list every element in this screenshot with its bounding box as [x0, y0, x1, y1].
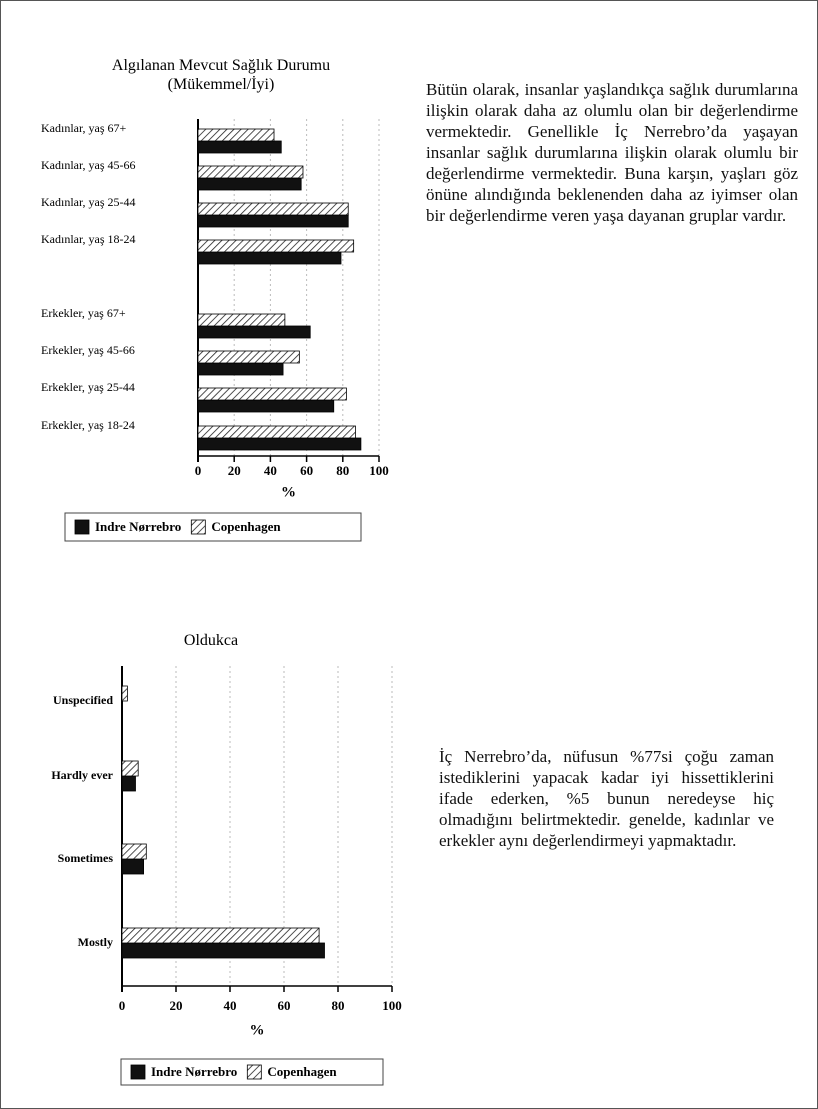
- bar: [197, 425, 356, 439]
- x-tick-label: 20: [228, 463, 241, 478]
- bar: [197, 362, 284, 376]
- bar: [197, 140, 282, 154]
- x-tick-label: 40: [264, 463, 277, 478]
- bar: [121, 775, 136, 792]
- bar: [197, 387, 347, 401]
- bar: [197, 350, 300, 364]
- legend-label: Indre Nørrebro: [151, 1064, 237, 1079]
- chart-title: Algılanan Mevcut Sağlık Durumu (Mükemmel…: [111, 57, 331, 93]
- bar: [197, 437, 362, 451]
- legend-swatch: [74, 519, 90, 535]
- legend-swatch: [190, 519, 206, 535]
- bar: [197, 165, 304, 179]
- bar: [197, 177, 302, 191]
- category-label: Mostly: [78, 935, 113, 949]
- bar: [197, 239, 355, 253]
- x-tick-label: 80: [336, 463, 349, 478]
- category-label: Erkekler, yaş 18-24: [41, 418, 135, 432]
- legend-label: Indre Nørrebro: [95, 519, 181, 534]
- category-label: Erkekler, yaş 67+: [41, 306, 126, 320]
- legend-swatch: [130, 1064, 146, 1080]
- legend-box: [64, 512, 362, 542]
- x-tick-label: 80: [332, 998, 345, 1013]
- legend-label: Copenhagen: [267, 1064, 337, 1079]
- bar: [121, 843, 147, 860]
- x-tick-label: 40: [224, 998, 237, 1013]
- x-tick-label: 20: [170, 998, 183, 1013]
- bar: [121, 760, 139, 777]
- x-tick-label: 60: [300, 463, 313, 478]
- category-label: Sometimes: [58, 851, 114, 865]
- bar: [121, 942, 325, 959]
- category-label: Kadınlar, yaş 45-66: [41, 158, 136, 172]
- category-label: Kadınlar, yaş 25-44: [41, 195, 136, 209]
- category-label: Erkekler, yaş 45-66: [41, 343, 135, 357]
- bar: [121, 858, 145, 875]
- paragraph: Bütün olarak, insanlar yaşlandıkça sağlı…: [426, 80, 798, 225]
- bar: [197, 399, 335, 413]
- bar: [121, 685, 128, 702]
- x-axis-label: %: [250, 1022, 265, 1038]
- x-tick-label: 0: [195, 463, 202, 478]
- bar: [197, 202, 349, 216]
- legend-label: Copenhagen: [211, 519, 281, 534]
- x-tick-label: 100: [382, 998, 402, 1013]
- category-label: Hardly ever: [51, 768, 113, 782]
- bar: [197, 325, 311, 339]
- legend-swatch: [246, 1064, 262, 1080]
- paragraph: İç Nerrebro’da, nüfusun %77si çoğu zaman…: [439, 747, 774, 850]
- x-tick-label: 60: [278, 998, 291, 1013]
- x-tick-label: 100: [369, 463, 389, 478]
- category-label: Kadınlar, yaş 18-24: [41, 232, 136, 246]
- category-label: Kadınlar, yaş 67+: [41, 121, 126, 135]
- x-axis-label: %: [281, 484, 296, 500]
- x-tick-label: 0: [119, 998, 126, 1013]
- bar: [121, 927, 320, 944]
- bar: [197, 214, 349, 228]
- chart-title: Oldukca: [183, 632, 239, 649]
- category-label: Unspecified: [53, 693, 113, 707]
- bar: [197, 313, 286, 327]
- category-label: Erkekler, yaş 25-44: [41, 380, 135, 394]
- bar: [197, 251, 342, 265]
- bar: [197, 128, 275, 142]
